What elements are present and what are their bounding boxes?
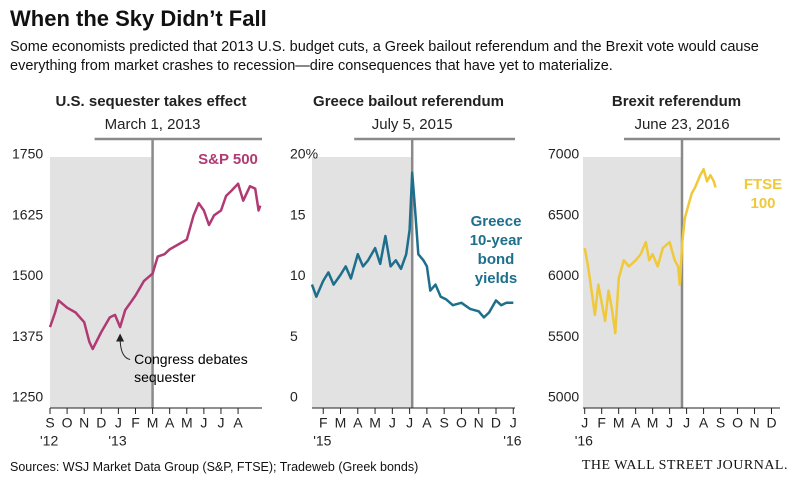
x-tick-label: J — [389, 415, 396, 431]
x-tick-label: M — [147, 415, 159, 431]
event-label: June 23, 2016 — [634, 116, 729, 133]
y-tick-label: 15 — [290, 206, 306, 222]
y-tick-label: 6000 — [548, 267, 579, 283]
y-tick-label: 10 — [290, 267, 306, 283]
series-label: S&P 500 — [198, 151, 258, 168]
x-tick-label: S — [45, 415, 54, 431]
x-tick-label: D — [766, 415, 776, 431]
year-label: '13 — [108, 433, 126, 449]
x-tick-label: J — [217, 415, 224, 431]
x-tick-label: J — [666, 415, 673, 431]
x-tick-label: N — [474, 415, 484, 431]
year-label: '16 — [503, 433, 521, 449]
x-tick-label: J — [200, 415, 207, 431]
x-tick-label: A — [233, 415, 243, 431]
x-tick-label: M — [369, 415, 381, 431]
x-tick-label: N — [79, 415, 89, 431]
x-tick-label: F — [131, 415, 140, 431]
x-tick-label: S — [439, 415, 448, 431]
x-tick-label: M — [613, 415, 625, 431]
panel-title: Brexit referendum — [612, 93, 741, 110]
y-tick-label: 1250 — [12, 389, 43, 405]
x-tick-label: F — [597, 415, 606, 431]
series-line — [583, 167, 717, 335]
x-tick-label: J — [406, 415, 413, 431]
x-tick-label: O — [456, 415, 467, 431]
x-tick-label: A — [631, 415, 641, 431]
y-tick-label: 5 — [290, 328, 298, 344]
series-line — [48, 182, 262, 351]
series-label: Greece 10-year bond yields — [469, 213, 523, 287]
y-tick-label: 1750 — [12, 146, 43, 162]
annotation: Congress debates sequester — [134, 350, 248, 385]
y-tick-label: 20% — [290, 146, 318, 162]
annotation-arrowhead — [116, 333, 125, 342]
y-tick-label: 5000 — [548, 389, 579, 405]
panel-title: U.S. sequester takes effect — [56, 93, 247, 110]
y-tick-label: 6500 — [548, 206, 579, 222]
series-line — [310, 171, 514, 319]
subtitle: Some economists predicted that 2013 U.S.… — [10, 39, 759, 74]
x-tick-label: M — [335, 415, 347, 431]
x-tick-label: D — [96, 415, 106, 431]
x-tick-label: J — [115, 415, 122, 431]
x-tick-label: A — [353, 415, 363, 431]
y-tick-label: 5500 — [548, 328, 579, 344]
series-label: FTSE 100 — [743, 176, 783, 212]
year-label: '15 — [313, 433, 331, 449]
x-tick-label: D — [491, 415, 501, 431]
x-tick-label: J — [510, 415, 517, 431]
publisher: THE WALL STREET JOURNAL. — [581, 458, 788, 473]
y-tick-label: 1375 — [12, 328, 43, 344]
event-label: March 1, 2013 — [105, 116, 201, 133]
event-label: July 5, 2015 — [372, 116, 453, 133]
y-tick-label: 7000 — [548, 146, 579, 162]
x-tick-label: M — [181, 415, 193, 431]
x-tick-label: O — [62, 415, 73, 431]
x-tick-label: A — [165, 415, 175, 431]
x-tick-label: O — [732, 415, 743, 431]
panel-title: Greece bailout referendum — [313, 93, 504, 110]
shaded-period — [50, 157, 153, 408]
year-label: '16 — [575, 433, 593, 449]
x-tick-label: J — [581, 415, 588, 431]
x-tick-label: S — [716, 415, 725, 431]
x-tick-label: F — [319, 415, 328, 431]
x-tick-label: J — [683, 415, 690, 431]
shaded-period — [312, 157, 413, 408]
source: Sources: WSJ Market Data Group (S&P, FTS… — [10, 460, 419, 474]
year-label: '12 — [40, 433, 58, 449]
x-tick-label: M — [647, 415, 659, 431]
x-tick-label: N — [749, 415, 759, 431]
shaded-period — [583, 157, 683, 408]
y-tick-label: 0 — [290, 389, 298, 405]
x-tick-label: A — [699, 415, 709, 431]
y-tick-label: 1500 — [12, 267, 43, 283]
x-tick-label: A — [422, 415, 432, 431]
y-tick-label: 1625 — [12, 206, 43, 222]
title: When the Sky Didn’t Fall — [10, 6, 267, 31]
